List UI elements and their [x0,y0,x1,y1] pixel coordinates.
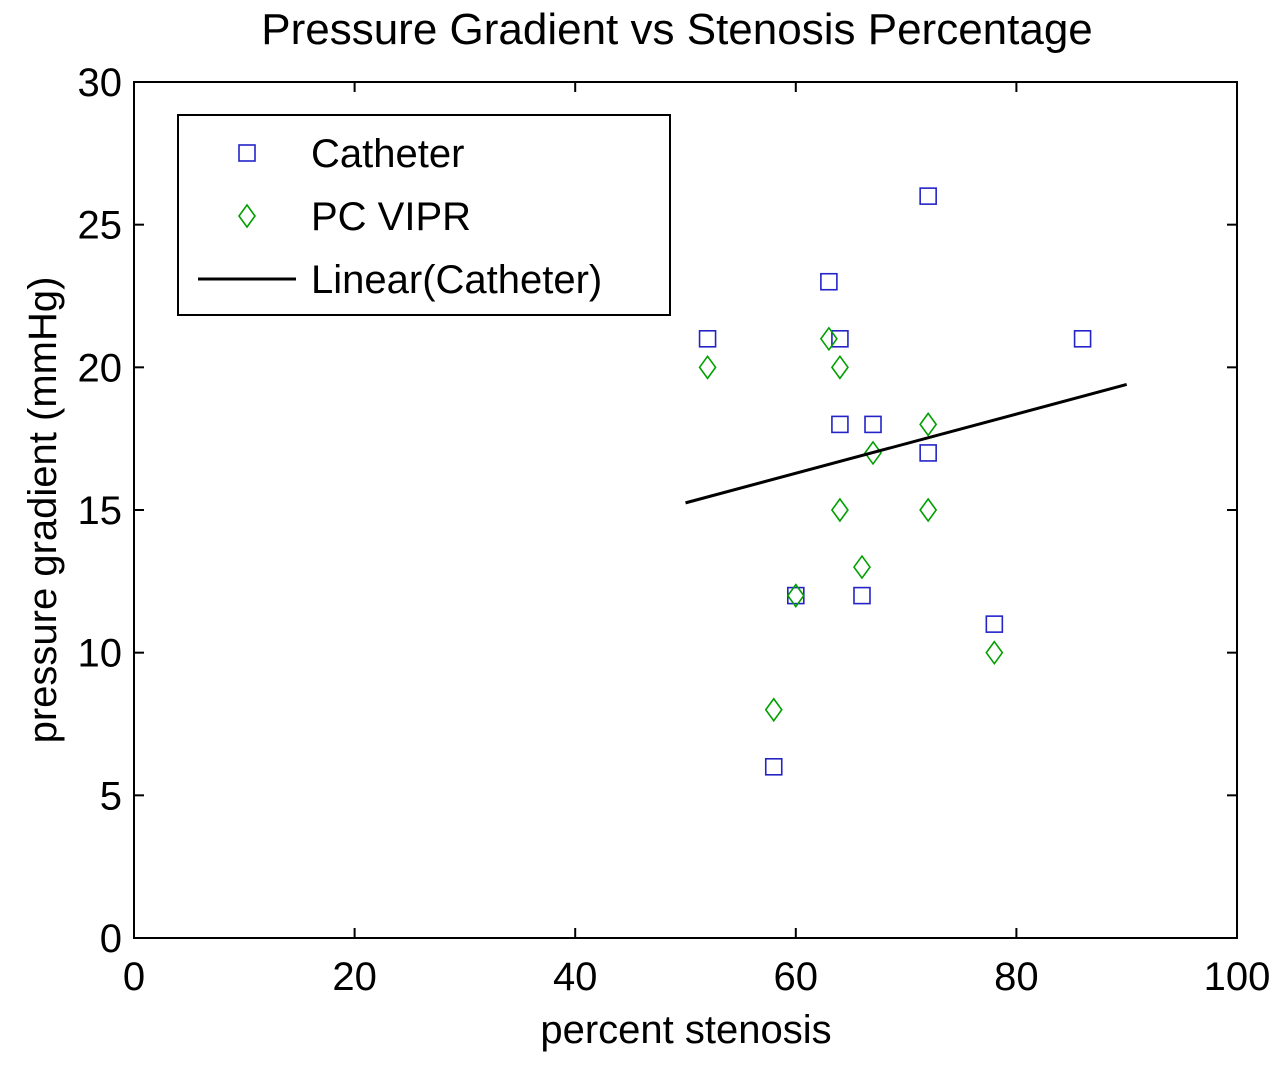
y-tick-label: 10 [78,632,123,676]
x-axis-label: percent stenosis [540,1008,831,1052]
data-series [685,187,1128,776]
x-tick-label: 60 [774,955,819,999]
data-point [864,415,882,434]
y-tick-label: 30 [78,61,123,105]
data-point [919,497,938,523]
legend-swatch [238,144,256,162]
series-linear-catheter [685,383,1128,505]
y-tick-label: 15 [78,489,123,533]
legend: Catheter PC VIPR Linear(Catheter) [177,114,671,316]
data-point [852,554,871,580]
data-point [1073,329,1092,348]
x-tick-label: 20 [332,955,377,999]
trend-line [685,383,1128,505]
axis-ticks: 0 20 40 60 80 100 0 5 10 15 20 25 30 [78,61,1271,999]
data-point [919,412,938,437]
data-point [830,354,849,380]
legend-box [177,114,671,316]
data-point [830,497,849,523]
x-tick-label: 100 [1204,955,1271,999]
data-point [764,757,783,776]
data-point [853,586,871,605]
chart-title: Pressure Gradient vs Stenosis Percentage [261,5,1093,54]
data-point [786,583,805,608]
y-tick-label: 25 [78,204,123,248]
data-point [764,697,783,723]
legend-swatch [238,203,256,229]
data-point [919,444,937,462]
data-point [820,272,838,291]
data-point [698,354,717,380]
data-point [819,326,838,352]
data-point [831,329,849,348]
y-tick-label: 5 [100,774,122,818]
x-tick-label: 0 [123,955,145,999]
y-tick-label: 20 [78,346,123,390]
data-point [864,440,882,466]
legend-label: Linear(Catheter) [311,258,602,302]
y-axis-label: pressure gradient (mmHg) [21,277,65,744]
data-point [698,329,717,348]
y-tick-label: 0 [100,917,122,961]
data-point [985,640,1004,666]
data-point [831,415,849,434]
x-tick-label: 40 [553,955,598,999]
legend-label: PC VIPR [311,195,471,239]
data-point [919,187,937,205]
series-pc-vipr [698,326,1004,723]
x-tick-label: 80 [994,955,1039,999]
data-point [985,615,1004,633]
legend-label: Catheter [311,132,464,176]
